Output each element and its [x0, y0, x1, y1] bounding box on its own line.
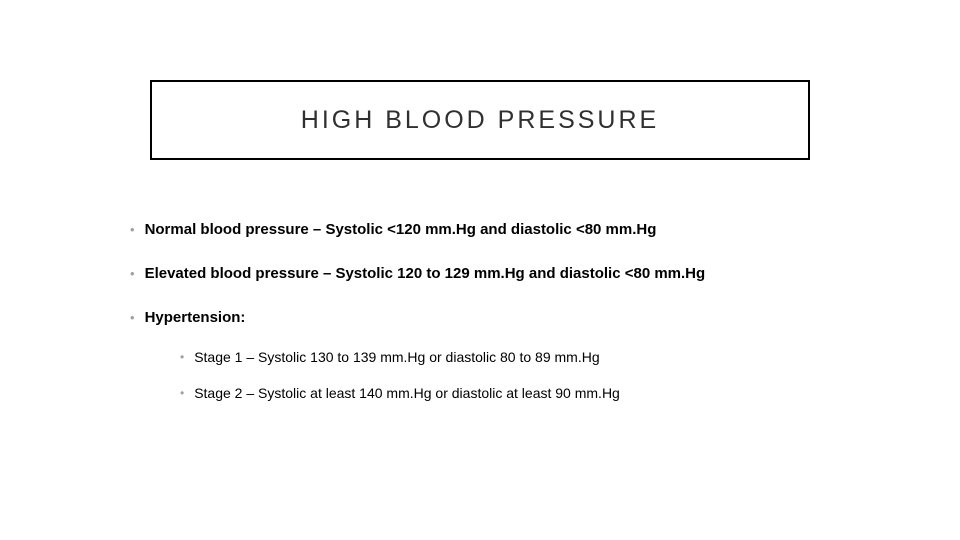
- title-box: HIGH BLOOD PRESSURE: [150, 80, 810, 160]
- slide: HIGH BLOOD PRESSURE • Normal blood press…: [0, 0, 960, 540]
- bullet-text: Elevated blood pressure – Systolic 120 t…: [145, 264, 706, 284]
- bullet-dot-icon: •: [130, 220, 135, 240]
- bullet-item: • Elevated blood pressure – Systolic 120…: [130, 264, 830, 284]
- bullet-item: • Hypertension:: [130, 308, 830, 328]
- bullet-text: Hypertension:: [145, 308, 246, 328]
- sub-bullet-text: Stage 1 – Systolic 130 to 139 mm.Hg or d…: [194, 348, 599, 366]
- bullet-text: Normal blood pressure – Systolic <120 mm…: [145, 220, 657, 240]
- sub-bullet-text: Stage 2 – Systolic at least 140 mm.Hg or…: [194, 384, 620, 402]
- content-area: • Normal blood pressure – Systolic <120 …: [130, 220, 830, 420]
- sub-bullet-item: • Stage 2 – Systolic at least 140 mm.Hg …: [180, 384, 830, 402]
- slide-title: HIGH BLOOD PRESSURE: [301, 106, 659, 135]
- bullet-dot-icon: •: [180, 384, 184, 402]
- bullet-dot-icon: •: [130, 308, 135, 328]
- sub-bullet-list: • Stage 1 – Systolic 130 to 139 mm.Hg or…: [180, 348, 830, 402]
- sub-bullet-item: • Stage 1 – Systolic 130 to 139 mm.Hg or…: [180, 348, 830, 366]
- bullet-dot-icon: •: [130, 264, 135, 284]
- bullet-item: • Normal blood pressure – Systolic <120 …: [130, 220, 830, 240]
- bullet-dot-icon: •: [180, 348, 184, 366]
